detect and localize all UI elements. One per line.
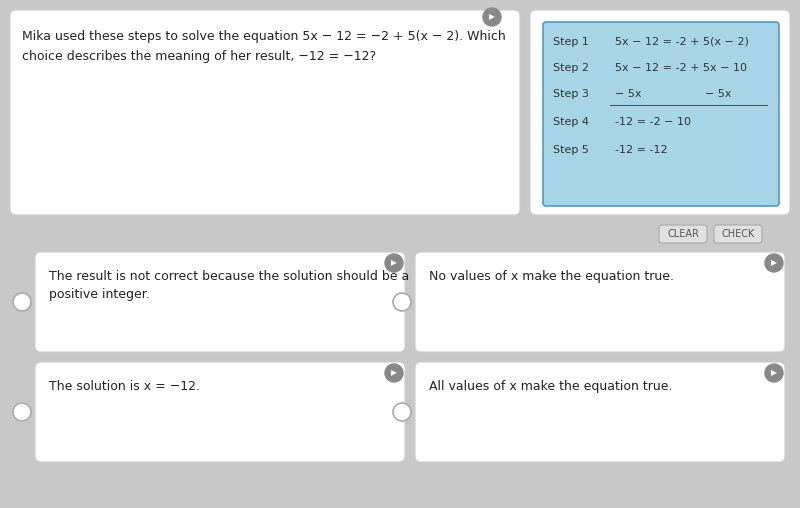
Circle shape (385, 254, 403, 272)
Circle shape (385, 364, 403, 382)
Text: ▶: ▶ (391, 259, 397, 268)
Text: No values of x make the equation true.: No values of x make the equation true. (429, 270, 674, 283)
Text: Step 1: Step 1 (553, 37, 589, 47)
FancyBboxPatch shape (714, 225, 762, 243)
FancyBboxPatch shape (543, 22, 779, 206)
Circle shape (393, 403, 411, 421)
Text: The solution is x = −12.: The solution is x = −12. (49, 380, 200, 393)
Circle shape (13, 403, 31, 421)
FancyBboxPatch shape (415, 362, 785, 462)
Text: Step 4: Step 4 (553, 117, 589, 127)
Text: positive integer.: positive integer. (49, 288, 150, 301)
FancyBboxPatch shape (35, 252, 405, 352)
Text: ▶: ▶ (391, 368, 397, 377)
Text: CHECK: CHECK (722, 229, 754, 239)
Circle shape (765, 364, 783, 382)
FancyBboxPatch shape (530, 10, 790, 215)
FancyBboxPatch shape (10, 10, 520, 215)
Text: ▶: ▶ (489, 13, 495, 21)
Text: Mika used these steps to solve the equation 5x − 12 = −2 + 5(x − 2). Which: Mika used these steps to solve the equat… (22, 30, 506, 43)
Text: Step 5: Step 5 (553, 145, 589, 155)
Text: Step 3: Step 3 (553, 89, 589, 99)
Text: -12 = -2 − 10: -12 = -2 − 10 (615, 117, 691, 127)
Text: 5x − 12 = -2 + 5x − 10: 5x − 12 = -2 + 5x − 10 (615, 63, 747, 73)
Text: ▶: ▶ (771, 259, 777, 268)
Text: choice describes the meaning of her result, −12 = −12?: choice describes the meaning of her resu… (22, 50, 376, 63)
Text: ▶: ▶ (771, 368, 777, 377)
Circle shape (13, 293, 31, 311)
FancyBboxPatch shape (659, 225, 707, 243)
Text: -12 = -12: -12 = -12 (615, 145, 668, 155)
FancyBboxPatch shape (35, 362, 405, 462)
Text: − 5x: − 5x (705, 89, 731, 99)
Circle shape (483, 8, 501, 26)
Text: CLEAR: CLEAR (667, 229, 699, 239)
Circle shape (765, 254, 783, 272)
Text: − 5x: − 5x (615, 89, 642, 99)
Circle shape (393, 293, 411, 311)
Text: All values of x make the equation true.: All values of x make the equation true. (429, 380, 673, 393)
FancyBboxPatch shape (415, 252, 785, 352)
Text: The result is not correct because the solution should be a: The result is not correct because the so… (49, 270, 410, 283)
Text: 5x − 12 = -2 + 5(x − 2): 5x − 12 = -2 + 5(x − 2) (615, 37, 749, 47)
Text: Step 2: Step 2 (553, 63, 589, 73)
